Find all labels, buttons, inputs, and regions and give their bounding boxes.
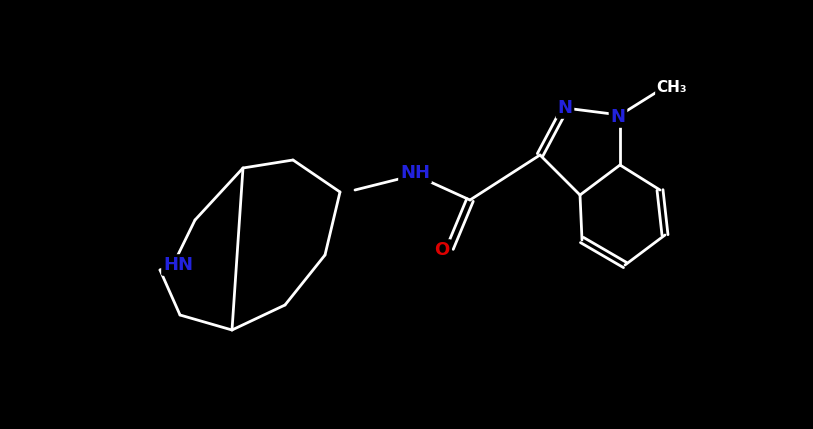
Text: NH: NH <box>400 164 430 182</box>
Text: N: N <box>558 99 572 117</box>
Text: CH₃: CH₃ <box>657 81 687 96</box>
Text: HN: HN <box>163 256 193 274</box>
Text: O: O <box>434 241 450 259</box>
Text: N: N <box>611 108 625 126</box>
